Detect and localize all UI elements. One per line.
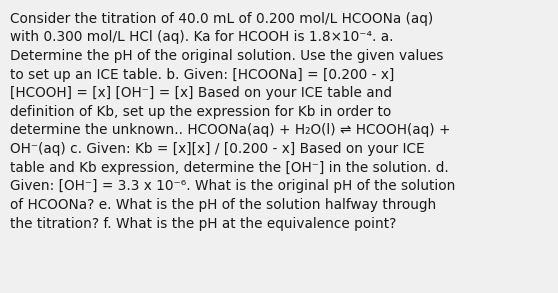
Text: Consider the titration of 40.0 mL of 0.200 mol/L HCOONa (aq)
with 0.300 mol/L HC: Consider the titration of 40.0 mL of 0.2… bbox=[10, 12, 455, 231]
